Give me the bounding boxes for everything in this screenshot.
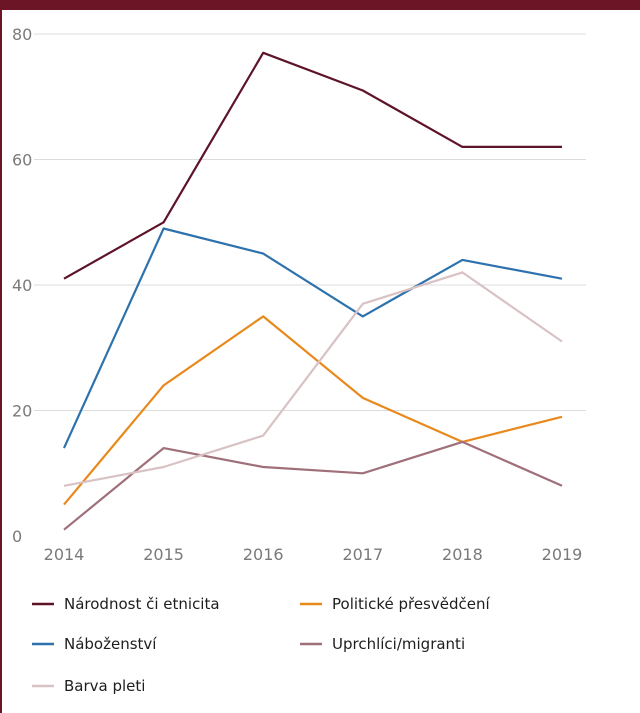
series-line-4 bbox=[63, 271, 563, 487]
series-line-1 bbox=[63, 315, 563, 506]
x-tick-label: 2017 bbox=[342, 545, 383, 564]
y-tick-label: 40 bbox=[12, 276, 32, 295]
x-tick-label: 2016 bbox=[243, 545, 284, 564]
gridlines bbox=[34, 33, 586, 411]
x-tick-label: 2014 bbox=[44, 545, 85, 564]
y-tick-label: 60 bbox=[12, 151, 32, 170]
x-tick-label: 2015 bbox=[143, 545, 184, 564]
y-tick-label: 20 bbox=[12, 402, 32, 421]
series-line-0 bbox=[63, 51, 562, 280]
legend: Národnost či etnicita Politické přesvědče… bbox=[32, 595, 490, 695]
legend-label: Uprchlíci/migranti bbox=[332, 635, 465, 653]
y-tick-label: 0 bbox=[12, 527, 22, 546]
series-line-2 bbox=[62, 227, 563, 449]
legend-label: Náboženství bbox=[64, 635, 157, 653]
series-line-3 bbox=[63, 440, 563, 531]
series-lines bbox=[62, 51, 563, 531]
header-bar bbox=[0, 0, 640, 10]
legend-label: Národnost či etnicita bbox=[64, 595, 220, 613]
x-axis-ticks: 2014 2015 2016 2017 2018 2019 bbox=[44, 545, 583, 564]
legend-label: Barva pleti bbox=[64, 677, 145, 695]
left-frame-rule bbox=[0, 0, 2, 713]
y-tick-label: 80 bbox=[12, 25, 32, 44]
legend-label: Politické přesvědčení bbox=[332, 595, 490, 613]
x-tick-label: 2019 bbox=[542, 545, 583, 564]
y-axis-ticks: 0 20 40 60 80 bbox=[12, 25, 32, 546]
x-tick-label: 2018 bbox=[442, 545, 483, 564]
